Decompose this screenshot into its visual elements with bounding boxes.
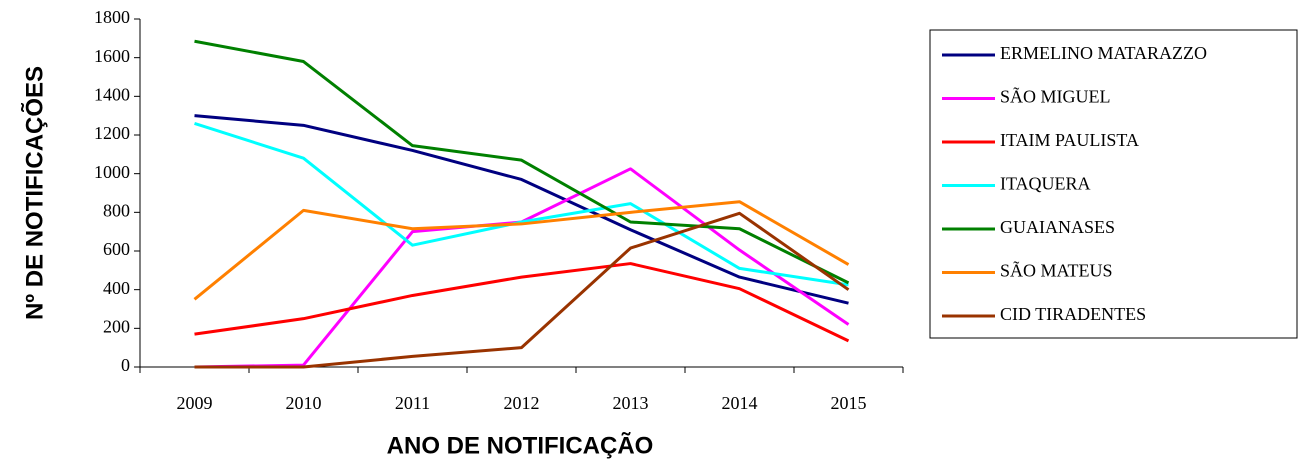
series-line [194,262,850,343]
legend-label: ITAQUERA [1000,174,1091,194]
x-tick-label: 2010 [286,393,322,413]
x-tick-label: 2015 [831,393,867,413]
y-tick-label: 400 [103,278,130,298]
x-tick-label: 2011 [395,393,430,413]
series-line [194,121,849,287]
y-axis-title: Nº DE NOTIFICAÇÕES [20,66,48,320]
series-line [193,200,850,301]
x-tick-label: 2009 [177,393,213,413]
y-tick-label: 200 [103,316,130,336]
y-tick-label: 0 [121,355,130,375]
y-tick-label: 1200 [94,123,130,143]
legend-label: CID TIRADENTES [1000,304,1146,324]
legend-label: SÃO MIGUEL [1000,86,1111,107]
legend-label: ERMELINO MATARAZZO [1000,43,1207,63]
series-line [194,39,850,285]
series-line [194,114,849,305]
y-tick-label: 800 [103,200,130,220]
y-tick-label: 1600 [94,46,130,66]
x-tick-label: 2013 [613,393,649,413]
x-tick-label: 2012 [504,393,540,413]
x-axis-title: ANO DE NOTIFICAÇÃO [387,431,654,459]
legend-label: ITAIM PAULISTA [1000,130,1139,150]
legend-label: SÃO MATEUS [1000,260,1113,281]
y-tick-label: 1400 [94,84,130,104]
legend-label: GUAIANASES [1000,217,1115,237]
x-tick-label: 2014 [722,393,758,413]
y-tick-label: 1000 [94,162,130,182]
y-tick-label: 1800 [94,7,130,27]
series-line [194,211,850,369]
y-tick-label: 600 [103,239,130,259]
series-line [194,167,850,369]
